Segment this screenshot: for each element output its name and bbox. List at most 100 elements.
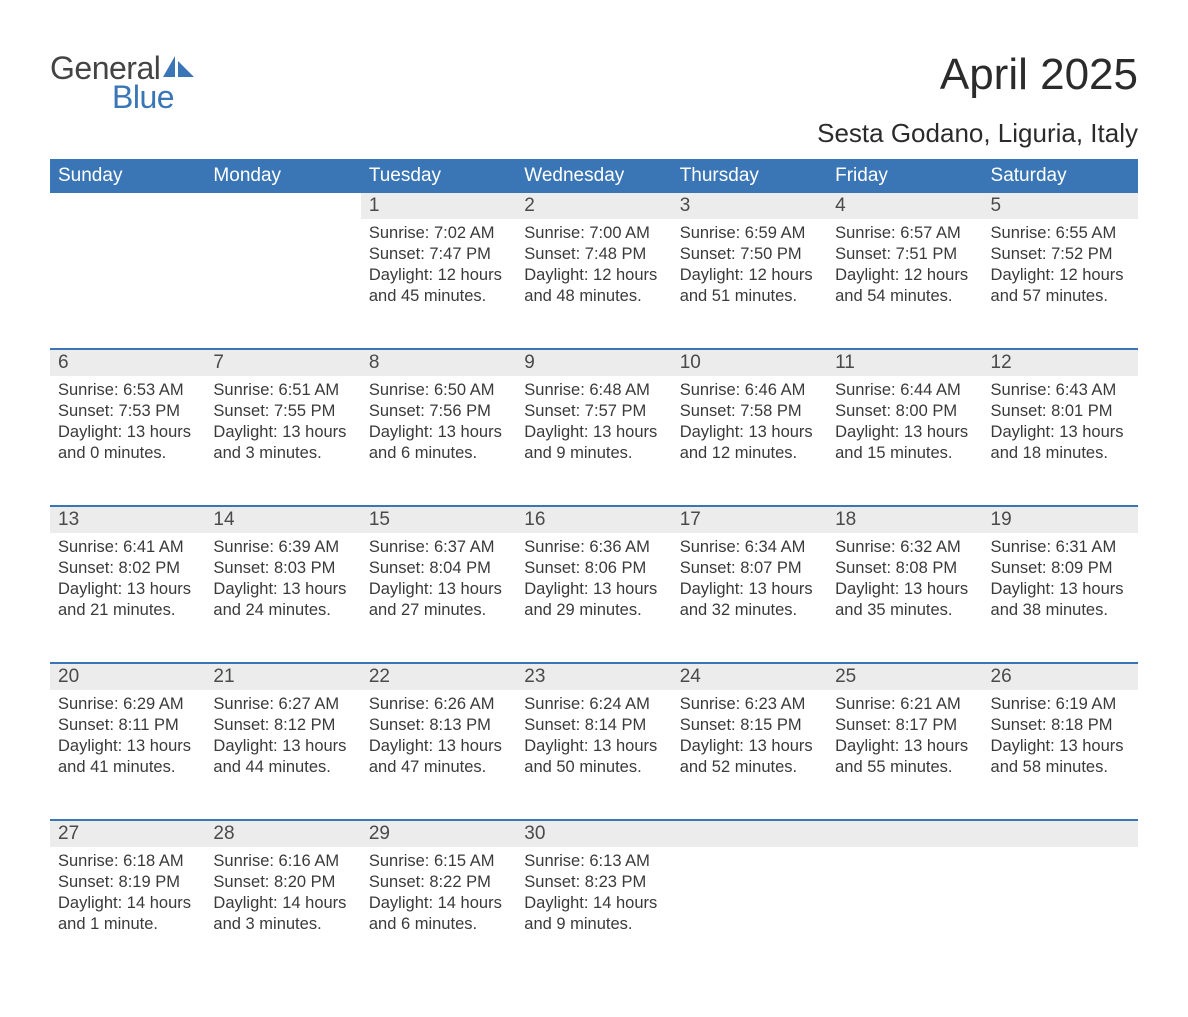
sunrise-line: Sunrise: 6:21 AM	[835, 694, 974, 715]
day-number-cell: 3	[672, 193, 827, 219]
sunset-line: Sunset: 8:09 PM	[991, 558, 1130, 579]
sunset-line: Sunset: 7:48 PM	[524, 244, 663, 265]
sunset-line: Sunset: 7:50 PM	[680, 244, 819, 265]
day-cell	[205, 219, 360, 349]
day-number-cell: 27	[50, 820, 205, 847]
sunset-line: Sunset: 8:12 PM	[213, 715, 352, 736]
day-number-cell: 10	[672, 349, 827, 376]
day-cell	[50, 219, 205, 349]
daylight-line: Daylight: 12 hours and 54 minutes.	[835, 265, 974, 307]
day-cell: Sunrise: 6:26 AMSunset: 8:13 PMDaylight:…	[361, 690, 516, 820]
day-number-cell: 13	[50, 506, 205, 533]
daylight-line: Daylight: 13 hours and 38 minutes.	[991, 579, 1130, 621]
sunset-line: Sunset: 8:23 PM	[524, 872, 663, 893]
sunrise-line: Sunrise: 6:57 AM	[835, 223, 974, 244]
day-number-cell: 1	[361, 193, 516, 219]
day-header: Thursday	[672, 159, 827, 193]
sunset-line: Sunset: 8:06 PM	[524, 558, 663, 579]
sunset-line: Sunset: 7:58 PM	[680, 401, 819, 422]
day-cell: Sunrise: 6:43 AMSunset: 8:01 PMDaylight:…	[983, 376, 1138, 506]
sunset-line: Sunset: 7:52 PM	[991, 244, 1130, 265]
day-cell: Sunrise: 6:27 AMSunset: 8:12 PMDaylight:…	[205, 690, 360, 820]
sunrise-line: Sunrise: 6:15 AM	[369, 851, 508, 872]
day-body-row: Sunrise: 6:29 AMSunset: 8:11 PM Daylight:…	[50, 690, 1138, 820]
day-body-row: Sunrise: 6:41 AMSunset: 8:02 PM Daylight:…	[50, 533, 1138, 663]
sunrise-line: Sunrise: 6:34 AM	[680, 537, 819, 558]
sunrise-line: Sunrise: 6:19 AM	[991, 694, 1130, 715]
day-cell: Sunrise: 6:41 AMSunset: 8:02 PMDaylight:…	[50, 533, 205, 663]
day-cell: Sunrise: 6:44 AMSunset: 8:00 PMDaylight:…	[827, 376, 982, 506]
daylight-line: Daylight: 13 hours and 12 minutes.	[680, 422, 819, 464]
sunrise-line: Sunrise: 6:53 AM	[58, 380, 197, 401]
day-cell: Sunrise: 6:19 AMSunset: 8:18 PMDaylight:…	[983, 690, 1138, 820]
day-number-cell	[827, 820, 982, 847]
sunset-line: Sunset: 8:11 PM	[58, 715, 197, 736]
day-cell: Sunrise: 6:34 AMSunset: 8:07 PMDaylight:…	[672, 533, 827, 663]
sunrise-line: Sunrise: 6:41 AM	[58, 537, 197, 558]
sunrise-line: Sunrise: 6:23 AM	[680, 694, 819, 715]
day-cell: Sunrise: 6:39 AMSunset: 8:03 PMDaylight:…	[205, 533, 360, 663]
sunrise-line: Sunrise: 6:13 AM	[524, 851, 663, 872]
day-cell: Sunrise: 6:13 AMSunset: 8:23 PMDaylight:…	[516, 847, 671, 977]
day-cell: Sunrise: 6:55 AMSunset: 7:52 PMDaylight:…	[983, 219, 1138, 349]
day-number-cell: 5	[983, 193, 1138, 219]
sunset-line: Sunset: 7:51 PM	[835, 244, 974, 265]
day-number-cell: 2	[516, 193, 671, 219]
daylight-line: Daylight: 13 hours and 3 minutes.	[213, 422, 352, 464]
daylight-line: Daylight: 14 hours and 1 minute.	[58, 893, 197, 935]
sunset-line: Sunset: 8:08 PM	[835, 558, 974, 579]
sunrise-line: Sunrise: 6:39 AM	[213, 537, 352, 558]
day-cell	[827, 847, 982, 977]
logo: General Blue	[50, 50, 196, 116]
day-body-row: Sunrise: 6:18 AMSunset: 8:19 PMDaylight:…	[50, 847, 1138, 977]
sunrise-line: Sunrise: 6:16 AM	[213, 851, 352, 872]
day-cell: Sunrise: 6:29 AMSunset: 8:11 PMDaylight:…	[50, 690, 205, 820]
day-number-cell: 16	[516, 506, 671, 533]
sunset-line: Sunset: 7:47 PM	[369, 244, 508, 265]
day-number-cell: 24	[672, 663, 827, 690]
sunset-line: Sunset: 8:02 PM	[58, 558, 197, 579]
day-cell	[672, 847, 827, 977]
day-cell: Sunrise: 6:18 AMSunset: 8:19 PMDaylight:…	[50, 847, 205, 977]
daylight-line: Daylight: 13 hours and 47 minutes.	[369, 736, 508, 778]
day-number-cell: 11	[827, 349, 982, 376]
day-number-cell: 4	[827, 193, 982, 219]
daylight-line: Daylight: 13 hours and 58 minutes.	[991, 736, 1130, 778]
sunrise-line: Sunrise: 6:46 AM	[680, 380, 819, 401]
day-number-cell: 15	[361, 506, 516, 533]
day-cell: Sunrise: 6:37 AMSunset: 8:04 PMDaylight:…	[361, 533, 516, 663]
daylight-line: Daylight: 12 hours and 51 minutes.	[680, 265, 819, 307]
daylight-line: Daylight: 13 hours and 32 minutes.	[680, 579, 819, 621]
sunrise-line: Sunrise: 6:31 AM	[991, 537, 1130, 558]
sunrise-line: Sunrise: 6:26 AM	[369, 694, 508, 715]
day-number-cell: 6	[50, 349, 205, 376]
day-cell: Sunrise: 6:31 AMSunset: 8:09 PMDaylight:…	[983, 533, 1138, 663]
day-number-row: 20212223242526	[50, 663, 1138, 690]
daylight-line: Daylight: 13 hours and 55 minutes.	[835, 736, 974, 778]
day-number-cell: 17	[672, 506, 827, 533]
sunset-line: Sunset: 8:17 PM	[835, 715, 974, 736]
day-number-cell: 25	[827, 663, 982, 690]
day-header-row: Sunday Monday Tuesday Wednesday Thursday…	[50, 159, 1138, 193]
day-number-cell: 7	[205, 349, 360, 376]
day-number-cell: 12	[983, 349, 1138, 376]
day-cell: Sunrise: 7:00 AMSunset: 7:48 PMDaylight:…	[516, 219, 671, 349]
location: Sesta Godano, Liguria, Italy	[817, 118, 1138, 149]
day-header: Saturday	[983, 159, 1138, 193]
daylight-line: Daylight: 13 hours and 18 minutes.	[991, 422, 1130, 464]
sunrise-line: Sunrise: 6:55 AM	[991, 223, 1130, 244]
day-number-cell: 23	[516, 663, 671, 690]
sunset-line: Sunset: 8:07 PM	[680, 558, 819, 579]
daylight-line: Daylight: 13 hours and 24 minutes.	[213, 579, 352, 621]
day-header: Friday	[827, 159, 982, 193]
sunset-line: Sunset: 8:19 PM	[58, 872, 197, 893]
day-number-cell	[50, 193, 205, 219]
sunrise-line: Sunrise: 6:36 AM	[524, 537, 663, 558]
day-cell: Sunrise: 6:21 AMSunset: 8:17 PMDaylight:…	[827, 690, 982, 820]
sunset-line: Sunset: 8:18 PM	[991, 715, 1130, 736]
day-body-row: Sunrise: 7:02 AMSunset: 7:47 PMDaylight:…	[50, 219, 1138, 349]
sunrise-line: Sunrise: 6:59 AM	[680, 223, 819, 244]
sunrise-line: Sunrise: 6:29 AM	[58, 694, 197, 715]
day-number-row: 13141516171819	[50, 506, 1138, 533]
day-cell: Sunrise: 6:59 AMSunset: 7:50 PMDaylight:…	[672, 219, 827, 349]
